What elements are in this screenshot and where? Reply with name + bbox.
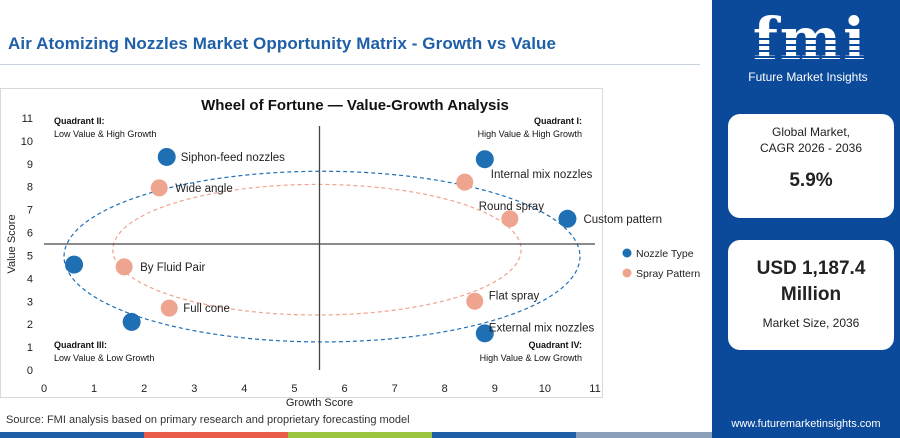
- y-tick-label: 2: [27, 319, 33, 331]
- spray-pattern-point: [456, 173, 474, 191]
- source-note: Source: FMI analysis based on primary re…: [6, 414, 410, 426]
- spray-pattern-point: [150, 179, 168, 197]
- market-size-value-line2: Million: [780, 284, 842, 305]
- x-tick-label: 1: [91, 383, 97, 395]
- point-label: Wide angle: [175, 183, 233, 195]
- y-tick-label: 0: [27, 365, 33, 377]
- bottom-bar-segment: [144, 432, 288, 438]
- x-tick-label: 10: [539, 383, 551, 395]
- legend-label: Spray Pattern: [636, 268, 700, 280]
- point-label: External mix nozzles: [489, 322, 595, 334]
- website-url[interactable]: www.futuremarketinsights.com: [731, 418, 881, 430]
- bottom-bar-segment: [288, 432, 432, 438]
- y-tick-label: 7: [27, 205, 33, 217]
- point-label: Round spray: [479, 201, 544, 213]
- y-tick-label: 3: [27, 296, 33, 308]
- point-label: Siphon-feed nozzles: [181, 152, 285, 164]
- y-tick-label: 11: [22, 113, 33, 125]
- x-tick-label: 2: [141, 383, 147, 395]
- y-tick-label: 10: [21, 136, 33, 148]
- x-tick-label: 9: [492, 383, 498, 395]
- point-label: Flat spray: [489, 290, 540, 302]
- x-tick-label: 7: [392, 383, 398, 395]
- market-size-card: USD 1,187.4 Million Market Size, 2036: [728, 240, 894, 350]
- cagr-label-line1: Global Market,: [771, 125, 851, 139]
- quadrant-description: Low Value & High Growth: [54, 129, 156, 139]
- y-axis-label: Value Score: [6, 214, 18, 273]
- bottom-bar-segment: [0, 432, 144, 438]
- quadrant-description: Low Value & Low Growth: [54, 353, 154, 363]
- quadrant-name: Quadrant IV:: [528, 340, 582, 350]
- spray-pattern-point: [466, 292, 484, 310]
- bottom-bar-segment: [432, 432, 576, 438]
- nozzle-type-point: [475, 150, 494, 169]
- point-label: By Fluid Pair: [140, 262, 205, 274]
- x-tick-label: 5: [291, 383, 297, 395]
- legend-label: Nozzle Type: [636, 248, 694, 260]
- logo-stripes: [726, 34, 890, 64]
- point-label: Full cone: [183, 303, 230, 315]
- x-tick-label: 8: [442, 383, 448, 395]
- nozzle-type-point: [475, 324, 494, 343]
- opportunity-matrix-chart: Wheel of Fortune — Value-Growth Analysis…: [6, 97, 700, 409]
- y-tick-label: 5: [27, 250, 33, 262]
- spray-pattern-point: [160, 299, 178, 317]
- legend-marker: [622, 268, 632, 278]
- cagr-value: 5.9%: [789, 170, 833, 191]
- cagr-card: Global Market, CAGR 2026 - 2036 5.9%: [728, 114, 894, 218]
- nozzle-type-point: [65, 255, 84, 274]
- quadrant-name: Quadrant I:: [534, 116, 582, 126]
- inner-wheel-ellipse: [112, 183, 522, 316]
- x-tick-label: 0: [41, 383, 47, 395]
- quadrant-description: High Value & Low Growth: [480, 353, 582, 363]
- y-tick-label: 6: [27, 228, 33, 240]
- nozzle-type-point: [122, 312, 141, 331]
- nozzle-type-point: [157, 147, 176, 166]
- quadrant-name: Quadrant III:: [54, 340, 107, 350]
- y-tick-label: 9: [27, 159, 33, 171]
- side-panel: fmi Future Market Insights Global Market…: [712, 0, 900, 438]
- point-label: Internal mix nozzles: [491, 169, 593, 181]
- legend-marker: [622, 248, 632, 258]
- x-axis-label: Growth Score: [286, 397, 353, 409]
- y-tick-label: 4: [27, 273, 33, 285]
- spray-pattern-point: [115, 258, 133, 276]
- chart-panel: [0, 88, 603, 398]
- x-tick-label: 3: [191, 383, 197, 395]
- nozzle-type-point: [558, 209, 577, 228]
- spray-pattern-point: [501, 210, 519, 228]
- x-tick-label: 6: [341, 383, 347, 395]
- logo-subtitle: Future Market Insights: [748, 70, 868, 84]
- x-tick-label: 4: [241, 383, 247, 395]
- quadrant-description: High Value & High Growth: [478, 129, 582, 139]
- y-tick-label: 8: [27, 182, 33, 194]
- outer-wheel-ellipse: [63, 170, 581, 343]
- cagr-label-line2: CAGR 2026 - 2036: [759, 141, 863, 155]
- title-divider: [0, 64, 700, 65]
- point-label: Custom pattern: [583, 214, 662, 226]
- x-tick-label: 11: [589, 383, 600, 395]
- page-title: Air Atomizing Nozzles Market Opportunity…: [8, 34, 557, 53]
- y-tick-label: 1: [27, 342, 33, 354]
- quadrant-name: Quadrant II:: [54, 116, 105, 126]
- bottom-color-bar: [0, 432, 720, 438]
- market-size-value-line1: USD 1,187.4: [756, 258, 866, 279]
- chart-title: Wheel of Fortune — Value-Growth Analysis: [201, 97, 509, 114]
- bottom-bar-segment: [576, 432, 720, 438]
- fmi-logo: fmi Future Market Insights: [726, 4, 890, 94]
- market-size-label: Market Size, 2036: [762, 316, 860, 330]
